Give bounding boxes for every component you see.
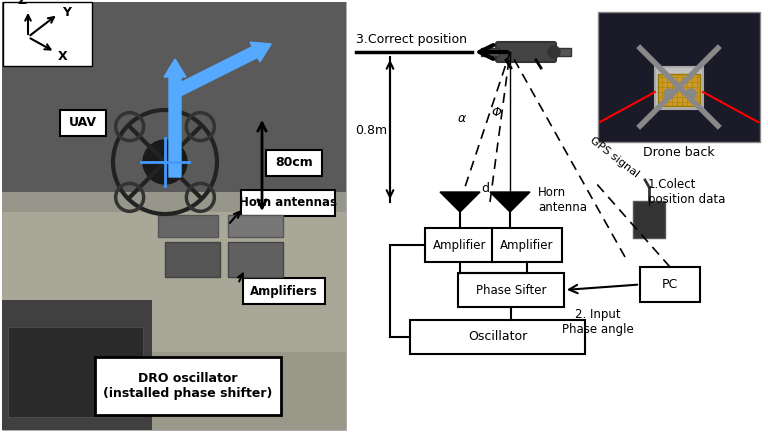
Text: Y: Y bbox=[62, 6, 71, 19]
Bar bbox=[2, 2, 346, 430]
Circle shape bbox=[548, 46, 560, 58]
Text: Phase Sifter: Phase Sifter bbox=[475, 283, 546, 296]
Text: GPS signal: GPS signal bbox=[588, 135, 641, 179]
Bar bbox=[2, 192, 346, 352]
FancyBboxPatch shape bbox=[496, 42, 556, 62]
Text: DRO oscillator
(installed phase shifter): DRO oscillator (installed phase shifter) bbox=[104, 372, 273, 400]
Text: Amplifiers: Amplifiers bbox=[250, 285, 318, 298]
Text: 80cm: 80cm bbox=[275, 156, 313, 169]
FancyBboxPatch shape bbox=[243, 278, 325, 304]
Bar bbox=[2, 212, 346, 430]
Text: Amplifier: Amplifier bbox=[433, 238, 487, 251]
Text: α: α bbox=[458, 112, 466, 125]
Bar bbox=[8, 327, 143, 417]
Polygon shape bbox=[490, 192, 530, 212]
Text: Horn
antenna: Horn antenna bbox=[538, 186, 587, 214]
FancyBboxPatch shape bbox=[60, 110, 106, 136]
Circle shape bbox=[143, 140, 187, 184]
Text: Z: Z bbox=[18, 0, 27, 7]
FancyArrow shape bbox=[172, 42, 271, 97]
Text: 2. Input
Phase angle: 2. Input Phase angle bbox=[562, 308, 634, 336]
Bar bbox=[492, 228, 562, 262]
FancyBboxPatch shape bbox=[241, 190, 335, 216]
Bar bbox=[458, 273, 564, 307]
Text: PC: PC bbox=[662, 278, 678, 291]
Bar bbox=[425, 228, 495, 262]
Text: d: d bbox=[481, 182, 489, 196]
Text: Horn antennas: Horn antennas bbox=[239, 197, 337, 210]
FancyBboxPatch shape bbox=[95, 357, 281, 415]
Text: UAV: UAV bbox=[69, 117, 97, 130]
Bar bbox=[228, 242, 283, 277]
Text: Drone back: Drone back bbox=[643, 146, 715, 159]
Bar bbox=[658, 74, 700, 106]
Text: 1.Colect
position data: 1.Colect position data bbox=[648, 178, 725, 206]
Circle shape bbox=[664, 89, 674, 99]
FancyBboxPatch shape bbox=[266, 150, 322, 176]
Bar bbox=[2, 2, 346, 212]
Bar bbox=[158, 215, 218, 237]
Bar bbox=[410, 320, 585, 354]
Bar bbox=[640, 267, 700, 302]
Text: Oscillator: Oscillator bbox=[468, 330, 527, 343]
Text: 0.8m: 0.8m bbox=[355, 124, 387, 137]
Text: Φ: Φ bbox=[491, 106, 501, 119]
FancyBboxPatch shape bbox=[633, 201, 665, 238]
Bar bbox=[228, 215, 283, 237]
Bar bbox=[2, 300, 152, 430]
FancyArrow shape bbox=[164, 59, 186, 177]
Text: Amplifier: Amplifier bbox=[500, 238, 554, 251]
Bar bbox=[655, 67, 703, 109]
FancyBboxPatch shape bbox=[3, 2, 92, 66]
Bar bbox=[481, 48, 499, 56]
Text: 3.Correct position: 3.Correct position bbox=[356, 32, 467, 45]
Bar bbox=[348, 0, 768, 432]
Bar bbox=[598, 12, 760, 142]
Circle shape bbox=[686, 89, 696, 99]
Bar bbox=[553, 48, 571, 56]
Polygon shape bbox=[440, 192, 480, 212]
Bar bbox=[165, 242, 220, 277]
Text: X: X bbox=[58, 50, 68, 63]
